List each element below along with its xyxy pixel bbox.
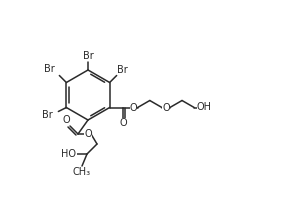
Text: CH₃: CH₃ xyxy=(73,167,91,177)
Text: O: O xyxy=(120,117,128,128)
Text: OH: OH xyxy=(197,101,212,111)
Text: O: O xyxy=(84,129,92,139)
Text: O: O xyxy=(62,115,70,125)
Text: Br: Br xyxy=(117,64,128,74)
Text: Br: Br xyxy=(83,51,93,61)
Text: O: O xyxy=(162,103,170,113)
Text: HO: HO xyxy=(62,149,76,159)
Text: O: O xyxy=(130,103,137,113)
Text: Br: Br xyxy=(42,110,53,119)
Text: Br: Br xyxy=(44,64,55,73)
